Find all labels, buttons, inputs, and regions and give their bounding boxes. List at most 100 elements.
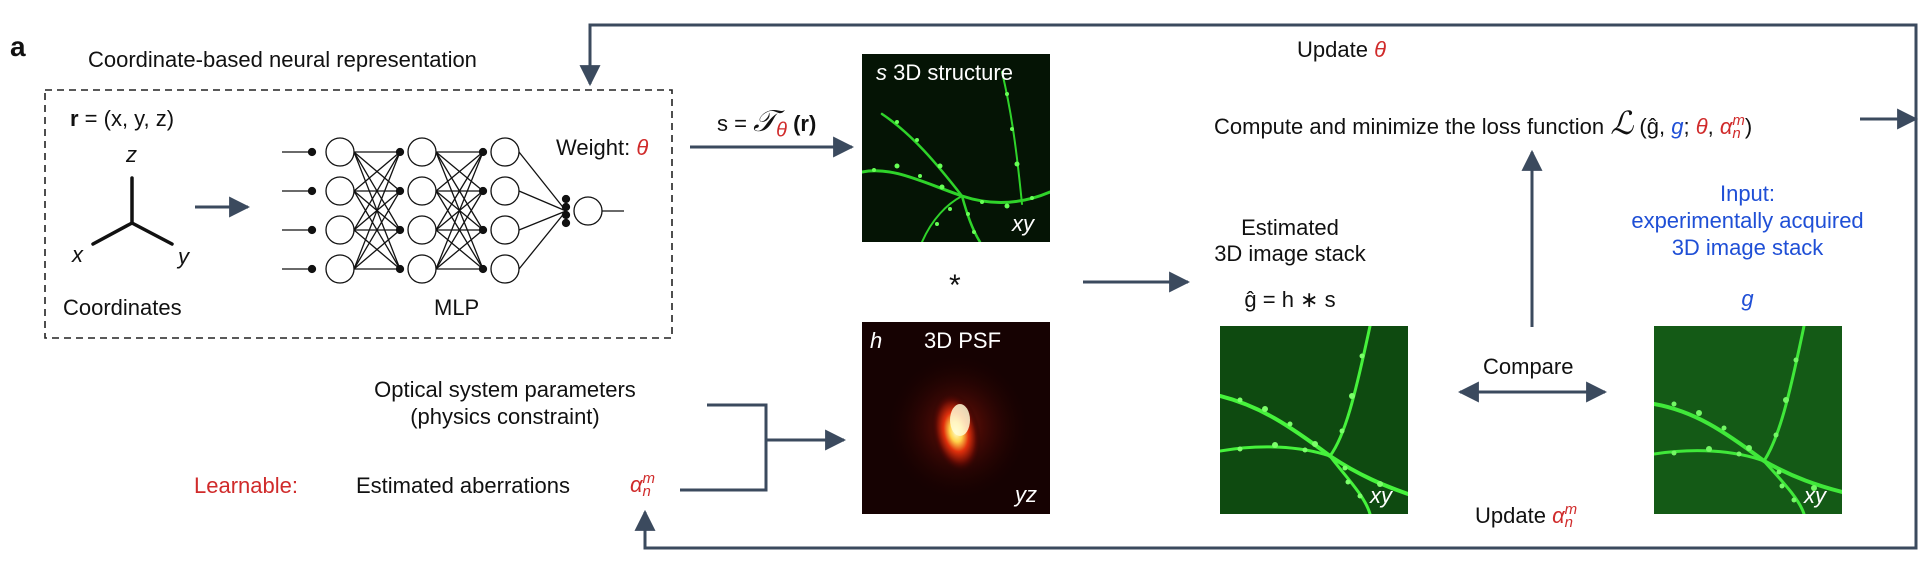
spine-dot xyxy=(1014,161,1020,167)
spine-dot xyxy=(935,222,939,226)
axis-z-label: z xyxy=(126,142,137,167)
aberrations-label: Estimated aberrations xyxy=(356,473,570,498)
panel-letter: a xyxy=(10,31,26,62)
mlp-label: MLP xyxy=(434,295,480,320)
mlp-edge xyxy=(353,151,401,192)
optical-bracket xyxy=(680,403,847,492)
structure-title: s 3D structure xyxy=(876,60,1013,86)
spine-dot xyxy=(1779,483,1785,489)
mlp-edge xyxy=(435,190,484,270)
spine-dot xyxy=(1349,393,1355,399)
mlp-edge xyxy=(353,151,401,270)
update-alpha-loop xyxy=(634,119,1918,550)
weight-text: Weight: xyxy=(556,135,631,160)
spine-dot xyxy=(937,163,943,169)
spine-dot xyxy=(1696,410,1702,416)
mlp-edge xyxy=(353,151,401,231)
spine-dot xyxy=(1262,406,1268,412)
input-view: xy xyxy=(1804,483,1826,508)
r-equation: = (x, y, z) xyxy=(78,106,175,131)
mlp-connection-dot xyxy=(561,202,571,212)
update-alpha-sub: n xyxy=(1564,514,1573,532)
loss-open: (ĝ, xyxy=(1633,114,1666,139)
mlp-output-edge xyxy=(518,210,567,270)
mlp-connection-dot xyxy=(395,147,405,157)
input-line1: Input: xyxy=(1719,181,1776,206)
loss-alpha-sub: n xyxy=(1732,125,1741,143)
update-alpha-text: Update xyxy=(1475,503,1546,528)
mlp-connection-dot xyxy=(478,147,488,157)
structure-title-text: 3D structure xyxy=(893,60,1013,85)
spine-dot xyxy=(1793,357,1799,363)
mlp-connection-dot xyxy=(395,186,405,196)
r-symbol: r xyxy=(70,106,79,131)
spine-dot xyxy=(1706,446,1712,452)
mlp-edge xyxy=(435,151,484,192)
spine-dot xyxy=(1272,442,1278,448)
loss-close: ) xyxy=(1744,114,1753,139)
spine-dot xyxy=(918,174,922,178)
mlp-neuron xyxy=(407,137,437,167)
loss-symbol: ℒ xyxy=(1610,104,1634,142)
psf-prefix: h xyxy=(870,328,883,353)
mlp-connection-dot xyxy=(478,225,488,235)
loss-function: Compute and minimize the loss function ℒ… xyxy=(1214,104,1752,142)
spine-dot xyxy=(966,212,970,216)
mlp-neuron xyxy=(490,215,520,245)
mlp-output-edge xyxy=(518,210,567,231)
forward-operator: 𝒯 xyxy=(753,104,777,139)
mlp-connection-dot xyxy=(307,225,317,235)
mlp-connection-dot xyxy=(478,186,488,196)
update-theta-symbol: θ xyxy=(1374,37,1387,62)
neural-rep-title: Coordinate-based neural representation xyxy=(88,47,477,72)
spine-dot xyxy=(1312,441,1318,447)
spine-dot xyxy=(1004,203,1010,209)
mlp-neuron xyxy=(325,176,355,206)
input-line3: 3D image stack xyxy=(1671,235,1824,260)
spine-dot xyxy=(1302,447,1308,453)
input-line2: experimentally acquired xyxy=(1631,208,1864,233)
spine-dot xyxy=(939,184,945,190)
mlp-connection-dot xyxy=(307,147,317,157)
forward-lhs: s = xyxy=(717,111,747,136)
spine-dot xyxy=(895,120,899,124)
compare-label: Compare xyxy=(1483,354,1574,379)
coordinates-label: Coordinates xyxy=(63,295,182,320)
forward-model: s = 𝒯θ (r) xyxy=(717,104,816,142)
spine-dot xyxy=(1811,485,1817,491)
input-panel: xy xyxy=(1654,326,1842,514)
spine-dot xyxy=(980,200,984,204)
weight-label: Weight: θ xyxy=(556,135,648,161)
update-theta-label: Update θ xyxy=(1297,37,1386,63)
spine-dot xyxy=(1746,445,1752,451)
structure-prefix: s xyxy=(876,60,887,85)
loss-g: g xyxy=(1671,114,1684,139)
spine-dot xyxy=(1776,469,1782,475)
psf-title: 3D PSF xyxy=(924,328,1002,353)
estimated-line1: Estimated xyxy=(1241,215,1339,240)
mlp-neuron xyxy=(325,215,355,245)
optical-params-line1: Optical system parameters xyxy=(374,377,636,402)
spine-dot xyxy=(1721,425,1727,431)
loss-theta: θ xyxy=(1695,114,1708,139)
spine-dot xyxy=(1345,479,1351,485)
psf-image xyxy=(888,355,1028,499)
spine-dot xyxy=(1736,451,1742,457)
input-image xyxy=(1654,326,1842,514)
mlp-connection-dot xyxy=(561,194,571,204)
update-alpha-alpha: α xyxy=(1552,503,1565,528)
structure-image xyxy=(862,71,1050,242)
neural-rep-box xyxy=(44,89,673,339)
spine-dot xyxy=(1671,450,1677,456)
mlp-neuron xyxy=(325,254,355,284)
update-alpha-sup: m xyxy=(1564,501,1578,519)
loss-prefix: Compute and minimize the loss function xyxy=(1214,114,1605,139)
spine-dot xyxy=(1359,353,1365,359)
mlp-connection-dot xyxy=(307,186,317,196)
convolution-symbol: * xyxy=(949,269,961,302)
spine-dot xyxy=(1030,196,1034,200)
alpha-sub: n xyxy=(642,483,651,501)
